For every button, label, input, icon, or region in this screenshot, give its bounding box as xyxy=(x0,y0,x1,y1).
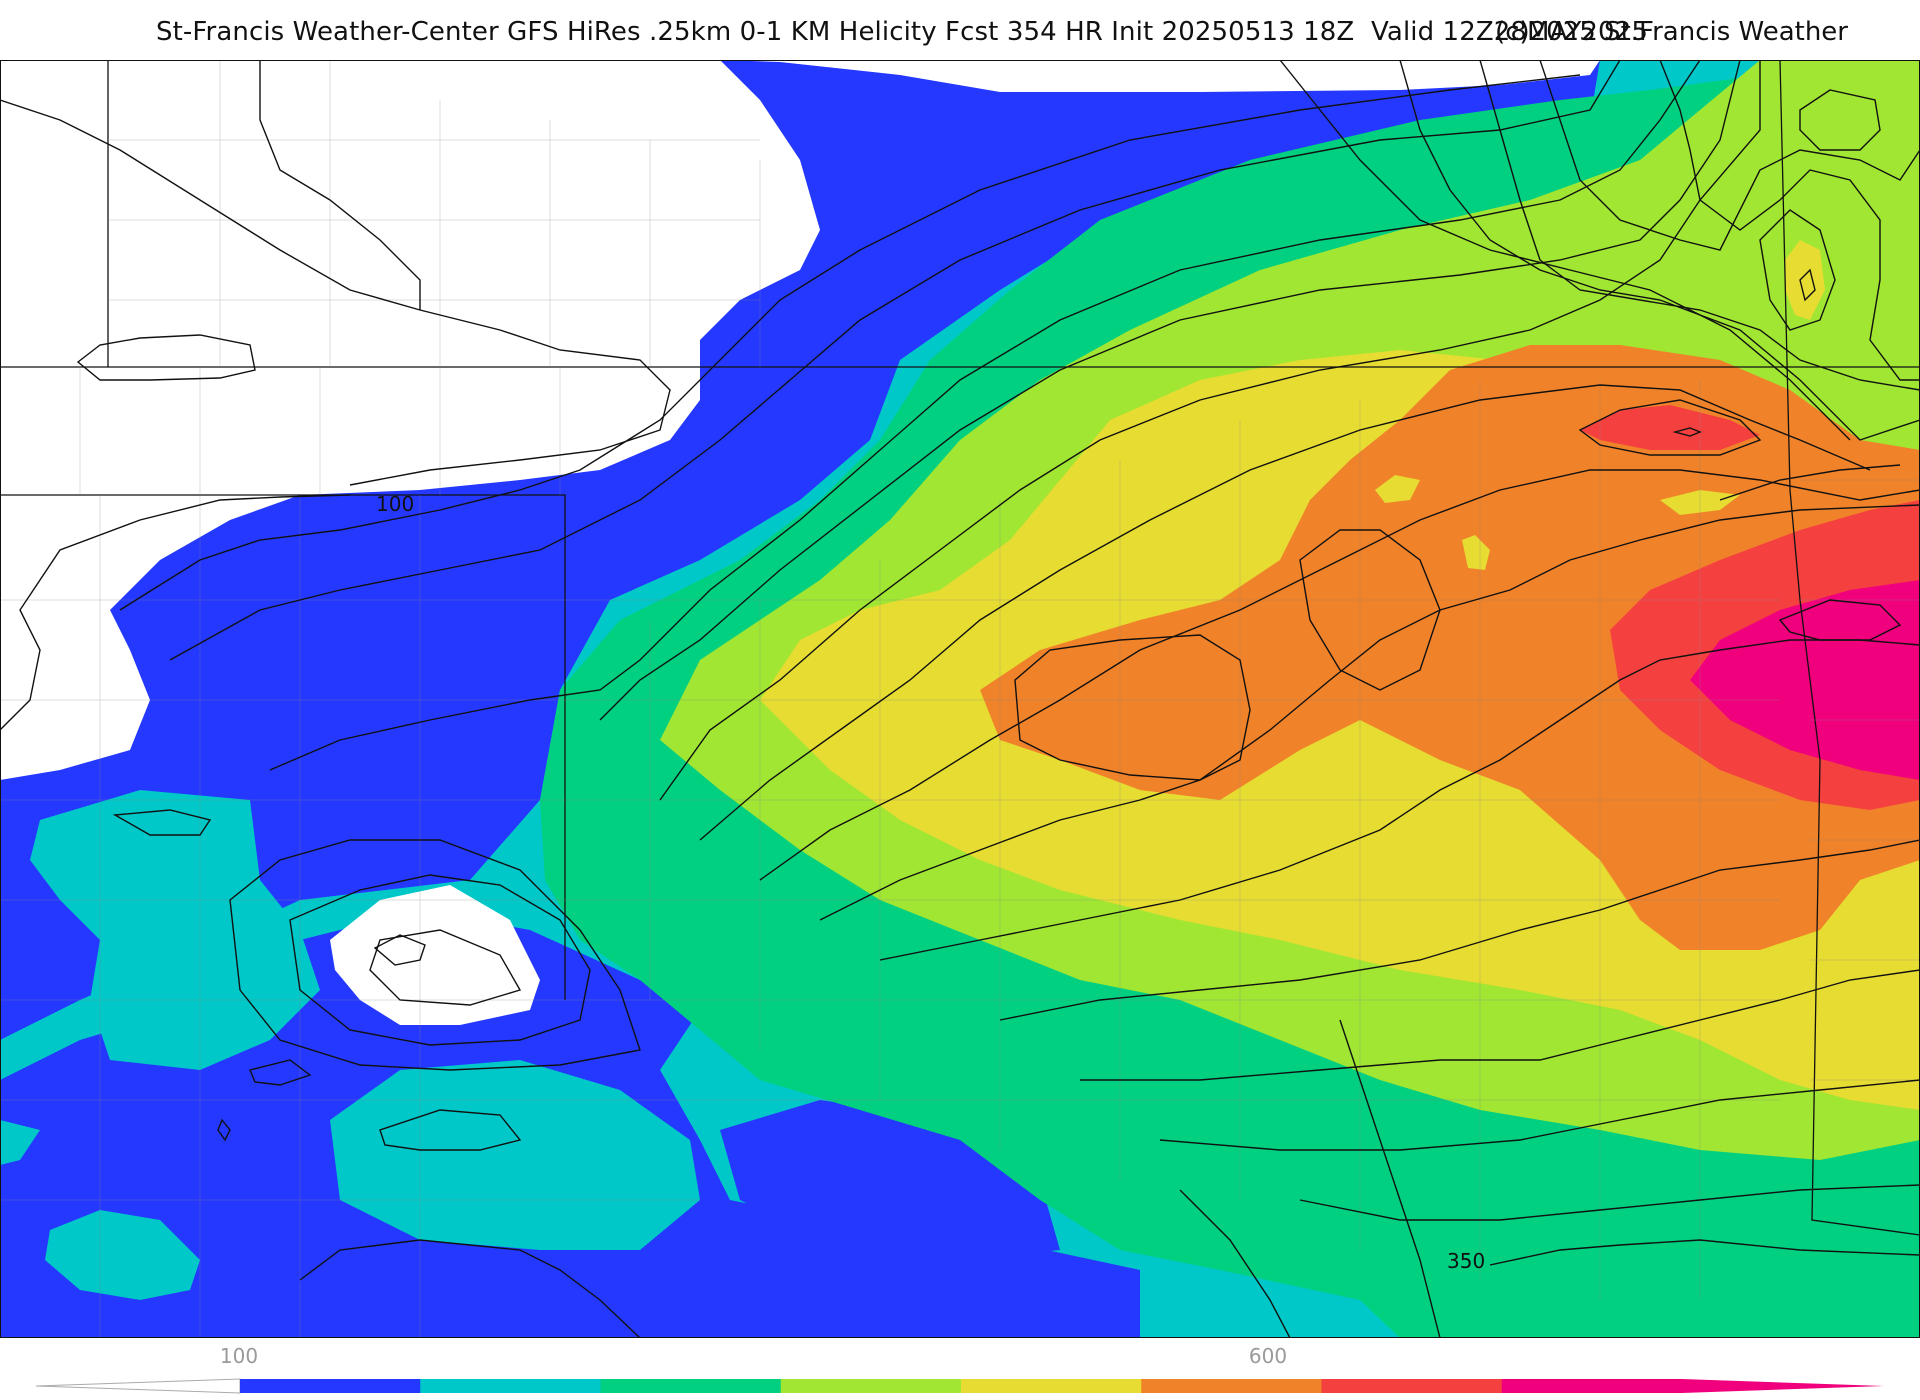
copyright-credit: (c)2025 St.Francis Weather xyxy=(1495,17,1848,47)
helicity-map: 100 350 xyxy=(0,60,1920,1338)
contour-label-100: 100 xyxy=(376,492,414,516)
band-420-pocket-2 xyxy=(1462,535,1490,570)
below-100-north-strip xyxy=(720,60,1600,92)
below-100-pocket xyxy=(330,885,540,1025)
legend-tick-600: 600 xyxy=(1248,1344,1288,1368)
legend-segment-7 xyxy=(1501,1379,1683,1393)
band-280-pocket-ne xyxy=(1800,90,1880,150)
band-350-pocket-ne xyxy=(1785,240,1825,320)
county-lines xyxy=(0,60,1920,1338)
legend-bar xyxy=(35,1378,1884,1394)
legend-segment-5 xyxy=(1141,1379,1322,1393)
legend-segment-4 xyxy=(961,1379,1142,1393)
helicity-contours xyxy=(0,60,1920,1338)
legend-over-arrow xyxy=(1682,1379,1884,1393)
legend-segment-0 xyxy=(240,1379,421,1393)
below-100-northwest xyxy=(0,60,820,780)
legend-segment-3 xyxy=(780,1379,962,1393)
contour-label-350: 350 xyxy=(1447,1249,1485,1273)
band-420-pocket xyxy=(1375,475,1420,503)
cyan-island-south xyxy=(330,1060,700,1250)
legend-under-arrow xyxy=(35,1378,241,1394)
color-legend: 100 600 xyxy=(0,1338,1920,1400)
legend-segment-1 xyxy=(420,1379,601,1393)
cyan-island-southwest xyxy=(45,1210,200,1300)
legend-segment-2 xyxy=(600,1379,782,1393)
legend-tick-100: 100 xyxy=(219,1344,259,1368)
band-500-north xyxy=(1580,405,1760,450)
map-header: St-Francis Weather-Center GFS HiRes .25k… xyxy=(0,0,1920,60)
map-title: St-Francis Weather-Center GFS HiRes .25k… xyxy=(156,17,1648,47)
legend-segment-6 xyxy=(1321,1379,1503,1393)
legend-segments xyxy=(240,1379,1683,1393)
band-600 xyxy=(1690,580,1920,780)
cyan-edge-west xyxy=(0,1120,40,1165)
